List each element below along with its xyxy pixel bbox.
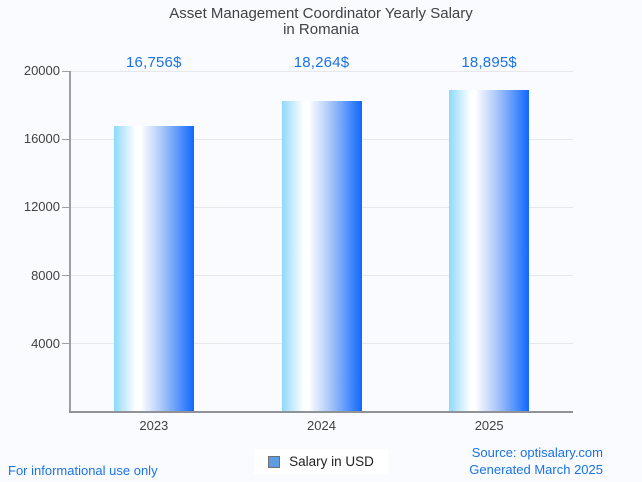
source-link[interactable]: Source: optisalary.com bbox=[471, 445, 603, 460]
y-axis-label: 12000 bbox=[23, 199, 60, 215]
x-axis-label-2025: 2025 bbox=[474, 418, 504, 433]
bar-2023[interactable] bbox=[113, 126, 194, 412]
x-axis-line bbox=[69, 411, 573, 413]
chart-title-line2: in Romania bbox=[283, 21, 359, 38]
bar-2024[interactable] bbox=[281, 100, 362, 412]
chart-title: Asset Management Coordinator Yearly Sala… bbox=[0, 6, 642, 38]
y-axis-tick bbox=[62, 70, 69, 72]
y-axis-tick bbox=[62, 275, 69, 277]
legend-label: Salary in USD bbox=[289, 454, 374, 469]
y-axis-line bbox=[69, 71, 71, 413]
legend-entry: Salary in USD bbox=[254, 449, 388, 474]
gridline-20000 bbox=[70, 70, 573, 72]
x-axis-label-2023: 2023 bbox=[139, 418, 169, 433]
x-axis-label-2024: 2024 bbox=[307, 418, 336, 433]
legend: Salary in USD bbox=[0, 449, 642, 474]
legend-swatch-icon bbox=[268, 455, 281, 468]
chart-title-line1: Asset Management Coordinator Yearly Sala… bbox=[169, 5, 473, 22]
y-axis-tick bbox=[62, 138, 69, 140]
value-label-2023: 16,756$ bbox=[126, 54, 182, 71]
y-axis-label: 16000 bbox=[23, 131, 60, 147]
y-axis-tick bbox=[62, 343, 69, 345]
plot-area: 4000 8000 12000 16000 20000 16,756$ 2023 18,264… bbox=[24, 54, 573, 433]
source-credit: Source: optisalary.com Generated March 2… bbox=[469, 444, 603, 478]
y-axis-label: 8000 bbox=[31, 267, 60, 283]
y-axis-label: 20000 bbox=[23, 63, 60, 78]
bar-2025[interactable] bbox=[449, 89, 530, 412]
value-label-2025: 18,895$ bbox=[461, 54, 517, 71]
disclaimer-link[interactable]: For informational use only bbox=[8, 463, 158, 478]
value-label-2024: 18,264$ bbox=[293, 54, 350, 71]
y-axis-tick bbox=[62, 206, 69, 208]
generated-date: Generated March 2025 bbox=[469, 462, 603, 477]
y-axis-label: 4000 bbox=[31, 335, 60, 351]
